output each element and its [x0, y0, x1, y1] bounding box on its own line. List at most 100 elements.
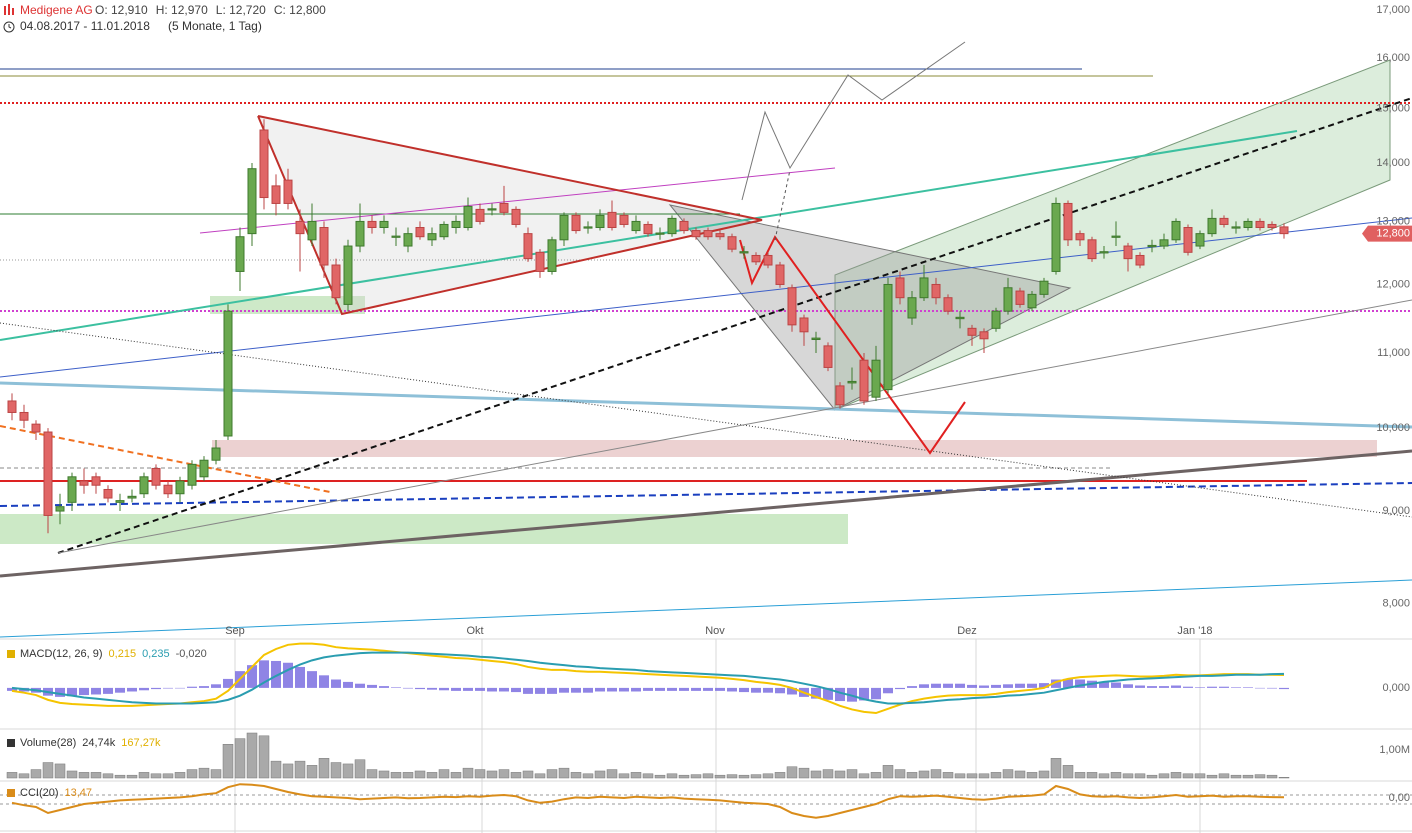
candle-body — [247, 168, 257, 235]
volume-bar — [1170, 772, 1182, 779]
candle-body — [847, 380, 857, 384]
projection — [739, 235, 966, 455]
ohlc-label: L: 12,720 — [216, 3, 266, 17]
histogram-bar — [1231, 687, 1241, 688]
candle-body — [283, 179, 293, 204]
candle-body — [79, 480, 89, 486]
trendline — [0, 449, 1412, 578]
x-tick-label: Okt — [466, 625, 483, 637]
date-range: 04.08.2017 - 11.01.2018 — [20, 19, 150, 33]
histogram-bar — [679, 687, 689, 691]
trendline — [0, 381, 1412, 429]
histogram-bar — [391, 687, 401, 688]
volume-bar — [654, 774, 666, 779]
histogram-bar — [643, 687, 653, 691]
candle-body — [991, 310, 1001, 329]
volume-bar — [666, 773, 678, 779]
title: Medigene AG — [20, 3, 93, 17]
volume-bar — [1050, 758, 1062, 779]
y-tick-label: 17,000 — [1376, 4, 1410, 16]
volume-bar — [450, 772, 462, 779]
period: (5 Monate, 1 Tag) — [168, 19, 262, 33]
histogram-bar — [943, 683, 953, 688]
volume-bar — [966, 773, 978, 779]
histogram-bar — [1279, 687, 1289, 690]
candle-body — [871, 359, 881, 398]
histogram-bar — [319, 675, 329, 688]
candle-body — [559, 214, 569, 241]
histogram-bar — [1051, 679, 1061, 688]
volume-bar — [426, 772, 438, 779]
volume-bar — [534, 773, 546, 779]
volume-bar — [630, 772, 642, 779]
candle-body — [1099, 251, 1109, 254]
volume-bar — [342, 763, 354, 779]
volume-bar — [1002, 769, 1014, 779]
candle-body — [391, 235, 401, 238]
volume-bar — [930, 769, 942, 779]
candle-body — [1171, 220, 1181, 241]
candle-body — [1183, 227, 1193, 253]
volume-bar — [366, 769, 378, 779]
candle-body — [619, 214, 629, 225]
candle-body — [163, 484, 173, 495]
volume-bar — [786, 766, 798, 779]
histogram-bar — [835, 687, 845, 702]
trendline — [0, 425, 331, 493]
candle-body — [19, 411, 29, 421]
histogram-bar — [1123, 684, 1133, 688]
histogram-bar — [139, 687, 149, 691]
legend-title: MACD(12, 26, 9) — [20, 648, 103, 660]
histogram-bar — [199, 686, 209, 688]
candle-body — [643, 223, 653, 235]
candle-body — [307, 220, 317, 241]
candle-body — [379, 220, 389, 229]
candle-body — [535, 251, 545, 272]
candle-body — [799, 317, 809, 333]
candle-body — [343, 245, 353, 305]
histogram-bar — [883, 687, 893, 694]
histogram-bar — [163, 687, 173, 689]
candle-body — [355, 220, 365, 247]
triangle — [258, 116, 762, 314]
volume-bar — [858, 773, 870, 779]
price-tag-label: 12,800 — [1376, 228, 1410, 240]
candle-body — [319, 227, 329, 266]
price-tag — [1368, 225, 1412, 242]
y-tick-label: 12,000 — [1376, 278, 1410, 290]
candle-body — [859, 359, 869, 402]
trendline — [0, 482, 1412, 507]
candle-body — [115, 500, 125, 503]
candle-body — [967, 327, 977, 336]
histogram-bar — [1267, 687, 1277, 689]
candle-body — [199, 459, 209, 478]
zone — [212, 440, 1377, 457]
y-tick-label: 15,000 — [1376, 103, 1410, 115]
indicator-line — [11, 783, 1285, 819]
histogram-bar — [379, 686, 389, 688]
histogram-bar — [607, 687, 617, 692]
ohlc-label: H: 12,970 — [156, 3, 208, 17]
histogram-bar — [427, 687, 437, 690]
volume-bar — [942, 772, 954, 779]
histogram-bar — [619, 687, 629, 692]
histogram-bar — [979, 685, 989, 688]
y-tick-label: 14,000 — [1376, 157, 1410, 169]
volume-bar — [390, 772, 402, 779]
candle-body — [1147, 244, 1157, 248]
volume-bar — [870, 772, 882, 779]
candle-body — [451, 220, 461, 229]
trendline — [0, 579, 1412, 638]
volume-bar — [498, 769, 510, 779]
volume-bar — [330, 762, 342, 779]
x-tick-label: Jan '18 — [1177, 625, 1212, 637]
volume-bar — [990, 772, 1002, 779]
histogram-bar — [1015, 683, 1025, 688]
icon — [12, 8, 14, 15]
histogram-bar — [259, 660, 269, 688]
volume-bar — [1110, 772, 1122, 779]
histogram-bar — [247, 665, 257, 688]
histogram-bar — [595, 687, 605, 692]
volume-bar — [690, 774, 702, 779]
candle-body — [823, 345, 833, 368]
